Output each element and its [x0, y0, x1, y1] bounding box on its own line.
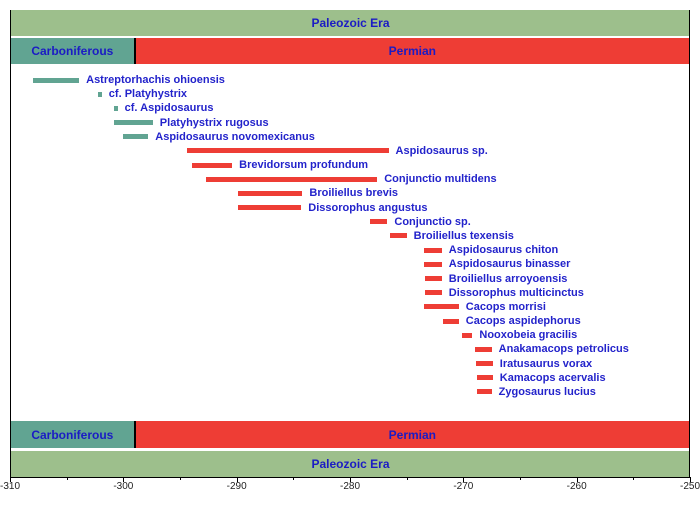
taxon-range-bar: [370, 219, 388, 225]
x-axis-minor-tick: [293, 477, 295, 480]
taxon-range-bar: [114, 120, 153, 126]
x-axis-major-tick: [10, 477, 11, 482]
taxon-label: cf. Platyhystrix: [108, 88, 188, 101]
taxon-range-bar: [98, 91, 102, 97]
taxon-range-bar: [476, 389, 492, 395]
taxon-range-bar: [389, 233, 407, 239]
x-axis-minor-tick: [633, 477, 635, 480]
x-axis-tick-label: -270: [453, 481, 474, 492]
taxon-range-bar: [114, 105, 118, 111]
x-axis-tick-label: -250: [679, 481, 700, 492]
x-axis-tick-label: -300: [113, 481, 134, 492]
taxon-label: Iratusaurus vorax: [499, 357, 593, 370]
taxon-range-bar: [475, 361, 493, 367]
taxon-range-bar: [423, 247, 442, 253]
x-axis-major-tick: [350, 477, 351, 482]
taxon-range-bar: [186, 148, 389, 154]
era-band-paleozoic-era: Paleozoic Era: [11, 451, 690, 477]
taxon-range-bar: [206, 176, 378, 182]
taxon-label: Anakamacops petrolicus: [498, 343, 629, 356]
plot-left-border: [10, 10, 11, 477]
taxon-label: Kamacops acervalis: [499, 371, 606, 384]
x-axis-minor-tick: [180, 477, 181, 480]
period-band-permian: Permian: [135, 38, 689, 64]
x-axis-minor-tick: [406, 477, 408, 480]
taxon-range-bar: [442, 318, 459, 324]
taxon-range-bar: [237, 205, 302, 211]
taxon-range-bar: [192, 162, 233, 168]
taxon-label: Aspidosaurus binasser: [448, 258, 571, 271]
taxon-range-bar: [32, 77, 80, 83]
taxon-label: Astreptorhachis ohioensis: [86, 74, 225, 86]
taxon-label: Dissorophus angustus: [308, 201, 428, 214]
x-axis-major-tick: [123, 477, 125, 482]
taxon-range-bar: [474, 346, 492, 352]
x-axis-major-tick: [576, 477, 578, 482]
taxon-range-bar: [423, 261, 442, 267]
x-axis-tick-label: -260: [566, 481, 587, 492]
period-boundary-line: [133, 38, 136, 64]
taxon-label: Cacops morrisi: [465, 300, 546, 313]
period-band-carboniferous: Carboniferous: [11, 38, 134, 64]
x-axis-tick-label: -280: [339, 481, 361, 492]
x-axis-tick-label: -290: [226, 481, 247, 492]
x-axis-minor-tick: [520, 477, 521, 480]
taxon-label: Cacops aspidephorus: [465, 315, 581, 328]
x-axis-major-tick: [690, 477, 691, 482]
taxon-label: Platyhystrix rugosus: [159, 116, 269, 129]
taxon-label: Zygosaurus lucius: [498, 385, 596, 398]
x-axis-tick-label: -310: [0, 481, 21, 492]
taxon-range-bar: [423, 304, 459, 310]
period-band-permian: Permian: [135, 421, 689, 448]
taxon-label: Conjunctio sp.: [394, 215, 471, 228]
taxon-label: cf. Aspidosaurus: [124, 102, 214, 115]
taxon-label: Aspidosaurus sp.: [395, 144, 488, 157]
x-axis-major-tick: [236, 477, 238, 482]
plot-right-border: [689, 10, 690, 477]
taxon-range-bar: [424, 276, 442, 282]
period-band-carboniferous: Carboniferous: [11, 421, 134, 448]
taxon-label: Conjunctio multidens: [384, 173, 497, 186]
taxon-range-bar: [476, 375, 493, 381]
taxon-label: Broiliellus texensis: [413, 229, 514, 242]
taxon-label: Dissorophus multicinctus: [448, 286, 584, 299]
taxon-label: Broiliellus arroyoensis: [448, 272, 568, 285]
taxon-label: Aspidosaurus novomexicanus: [155, 130, 315, 143]
era-band-paleozoic-era: Paleozoic Era: [11, 10, 690, 36]
taxon-range-bar: [462, 332, 473, 338]
taxon-range-bar: [424, 290, 442, 296]
taxon-label: Broiliellus brevis: [309, 187, 399, 200]
taxon-range-bar: [237, 190, 303, 196]
taxon-label: Nooxobeia gracilis: [479, 329, 578, 342]
x-axis-minor-tick: [66, 477, 68, 480]
taxon-range-bar: [123, 134, 149, 140]
taxon-label: Brevidorsum profundum: [239, 159, 369, 172]
x-axis-major-tick: [463, 477, 465, 482]
taxon-label: Aspidosaurus chiton: [448, 244, 559, 257]
period-boundary-line: [133, 421, 136, 448]
